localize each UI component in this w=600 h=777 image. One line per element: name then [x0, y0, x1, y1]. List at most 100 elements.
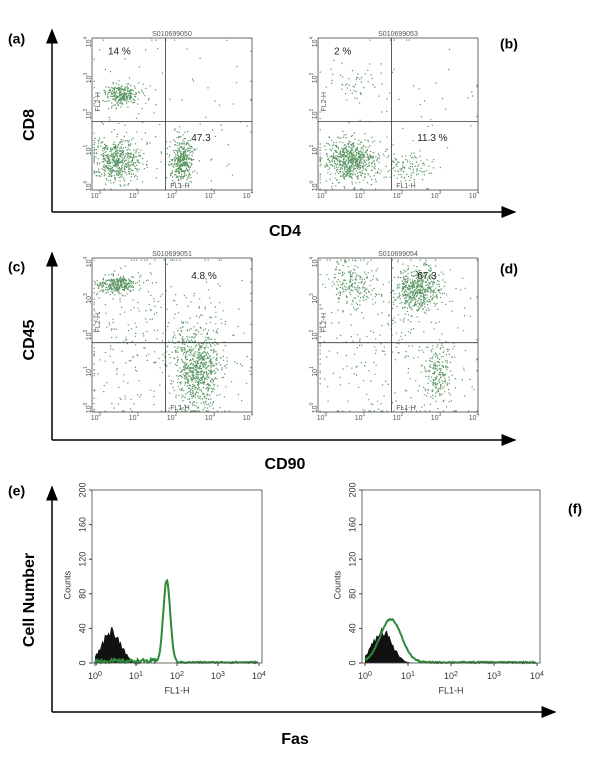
tick-base: 10: [487, 671, 497, 681]
y-tick-label: 80: [347, 589, 357, 599]
tick-base: 10: [312, 369, 319, 377]
tick-label: 100: [309, 180, 319, 191]
tick-exponent: 1: [139, 671, 143, 678]
x-axis-title: FL1-H: [396, 183, 415, 190]
tick-label: 101: [129, 190, 140, 200]
tick-label: 103: [487, 671, 501, 682]
y-axis-title: Counts: [62, 570, 72, 599]
tick-base: 10: [88, 671, 98, 681]
tick-label: 102: [170, 671, 184, 682]
tick-exponent: 3: [497, 671, 501, 678]
tick-label: 100: [317, 190, 328, 200]
panel-label: (b): [500, 36, 518, 52]
tick-label: 101: [355, 190, 366, 200]
tick-label: 100: [317, 412, 328, 422]
tick-exponent: 0: [99, 412, 102, 418]
row-x-label: CD4: [269, 223, 301, 240]
tick-base: 10: [312, 111, 319, 119]
tick-base: 10: [312, 147, 319, 155]
tick-exponent: 0: [83, 402, 89, 405]
tick-base: 10: [312, 259, 319, 267]
plot-frame: [317, 37, 479, 191]
tick-exponent: 1: [137, 412, 140, 418]
tick-exponent: 3: [83, 293, 89, 296]
tick-exponent: 3: [221, 671, 225, 678]
panel-label: (c): [8, 259, 25, 275]
tick-base: 10: [431, 415, 439, 422]
control-histogram: [95, 626, 145, 663]
tick-label: 101: [129, 412, 140, 422]
tick-base: 10: [211, 671, 221, 681]
tick-label: 102: [83, 329, 93, 340]
tick-base: 10: [444, 671, 454, 681]
tick-label: 103: [205, 412, 216, 422]
tick-base: 10: [86, 296, 93, 304]
tick-base: 10: [205, 415, 213, 422]
y-tick-label: 160: [77, 517, 87, 532]
y-tick-label: 120: [77, 552, 87, 567]
tick-label: 102: [393, 190, 404, 200]
sample-id: S010699053: [378, 31, 418, 38]
tick-exponent: 4: [477, 190, 480, 196]
tick-exponent: 4: [251, 190, 254, 196]
tick-label: 100: [91, 412, 102, 422]
x-axis-title: FL1-H: [396, 405, 415, 412]
tick-base: 10: [252, 671, 262, 681]
tick-label: 101: [309, 144, 319, 155]
tick-exponent: 4: [251, 412, 254, 418]
tick-exponent: 2: [401, 412, 404, 418]
tick-base: 10: [91, 193, 99, 200]
y-tick-label: 0: [77, 660, 87, 665]
tick-base: 10: [86, 111, 93, 119]
row-y-label: CD45: [21, 319, 38, 360]
plot-frame: [91, 257, 253, 413]
tick-label: 103: [431, 190, 442, 200]
tick-exponent: 1: [83, 366, 89, 369]
y-tick-label: 80: [77, 589, 87, 599]
tick-exponent: 0: [325, 190, 328, 196]
tick-label: 104: [252, 671, 266, 682]
y-tick-label: 200: [77, 482, 87, 497]
tick-exponent: 2: [83, 329, 89, 332]
tick-label: 101: [83, 144, 93, 155]
tick-label: 100: [309, 402, 319, 413]
tick-base: 10: [312, 296, 319, 304]
tick-base: 10: [358, 671, 368, 681]
tick-base: 10: [312, 39, 319, 47]
tick-base: 10: [401, 671, 411, 681]
tick-exponent: 1: [83, 144, 89, 147]
x-axis-title: FL1-H: [170, 405, 189, 412]
panel-label: (a): [8, 31, 25, 47]
tick-label: 100: [91, 190, 102, 200]
x-axis-title: FL1-H: [170, 183, 189, 190]
y-tick-label: 160: [347, 517, 357, 532]
fas-histogram: [364, 617, 537, 665]
tick-label: 104: [309, 36, 319, 47]
quadrant-value: 67.3: [417, 271, 437, 282]
x-axis-title: FL1-H: [164, 685, 189, 695]
dots: [93, 39, 252, 190]
tick-base: 10: [393, 415, 401, 422]
tick-base: 10: [129, 671, 139, 681]
tick-label: 102: [309, 108, 319, 119]
tick-base: 10: [167, 415, 175, 422]
tick-label: 103: [211, 671, 225, 682]
tick-base: 10: [243, 193, 251, 200]
quadrant-value: 2 %: [334, 46, 351, 57]
tick-exponent: 2: [309, 329, 315, 332]
tick-exponent: 2: [454, 671, 458, 678]
tick-exponent: 2: [180, 671, 184, 678]
tick-label: 104: [243, 412, 254, 422]
tick-label: 102: [444, 671, 458, 682]
tick-base: 10: [86, 332, 93, 340]
y-tick-label: 40: [347, 623, 357, 633]
tick-label: 101: [355, 412, 366, 422]
tick-label: 104: [83, 36, 93, 47]
tick-base: 10: [469, 415, 477, 422]
tick-exponent: 1: [309, 144, 315, 147]
tick-label: 101: [309, 366, 319, 377]
tick-label: 104: [469, 412, 480, 422]
tick-base: 10: [91, 415, 99, 422]
tick-base: 10: [129, 415, 137, 422]
